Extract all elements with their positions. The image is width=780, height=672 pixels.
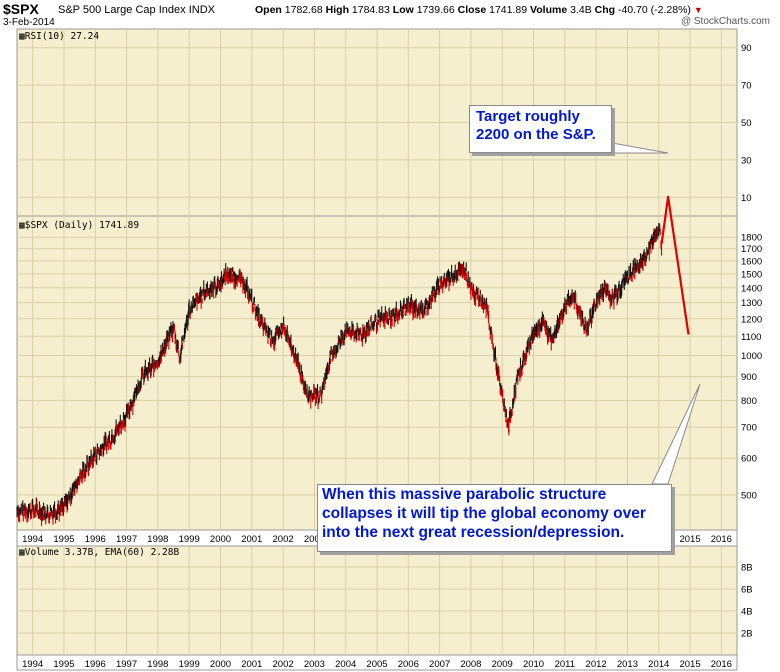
price-icon: ▦ [19,220,25,231]
x-tick-label: 1999 [179,659,200,670]
price-tick-label: 1600 [741,256,762,267]
x-tick-label: 1995 [53,534,74,545]
open-label: Open [255,4,282,16]
x-tick-label: 1994 [22,659,43,670]
x-tick-label: 2000 [210,534,231,545]
x-tick-label: 2015 [679,659,700,670]
volume-tick-label: 6B [741,585,753,596]
x-tick-label: 2009 [492,659,513,670]
volume-tick-label: 2B [741,629,753,640]
x-tick-label: 1998 [147,659,168,670]
rsi-tick-label: 90 [741,43,752,54]
x-tick-label: 2005 [366,659,387,670]
price-tick-label: 1000 [741,351,762,362]
x-tick-label: 2007 [429,659,450,670]
high-value: 1784.83 [351,4,390,16]
ohlc-readout: Open 1782.68 High 1784.83 Low 1739.66 Cl… [255,4,703,16]
x-tick-label: 2000 [210,659,231,670]
warning-callout: When this massive parabolic structure co… [317,484,672,552]
x-tick-label: 2010 [523,659,544,670]
down-triangle-icon: ▼ [693,5,703,15]
x-tick-label: 2011 [555,659,575,670]
target-callout: Target roughly 2200 on the S&P. [469,105,612,153]
price-tick-label: 1800 [741,233,762,244]
x-tick-label: 2001 [241,659,262,670]
x-tick-label: 2004 [335,659,356,670]
price-panel-label: ▦$SPX (Daily) 1741.89 [19,220,140,231]
x-tick-label: 2014 [648,659,669,670]
volume-icon: ▦ [19,547,25,558]
rsi-tick-label: 50 [741,118,752,129]
rsi-tick-label: 10 [741,193,752,204]
x-tick-label: 1996 [85,534,106,545]
rsi-panel-label: ▦RSI(10) 27.24 [19,31,100,42]
chg-label: Chg [594,4,616,16]
price-tick-label: 1700 [741,244,762,255]
volume-tick-label: 4B [741,607,753,618]
x-tick-label: 1996 [85,659,106,670]
close-value: 1741.89 [489,4,528,16]
chart-header: $SPX S&P 500 Large Cap Index INDX 3-Feb-… [0,0,780,28]
chart-date: 3-Feb-2014 [3,17,55,28]
x-tick-label: 2002 [273,659,294,670]
x-tick-label: 2012 [586,659,607,670]
high-label: High [325,4,349,16]
x-tick-label: 2016 [711,659,732,670]
volume-panel-label: ▦Volume 3.37B, EMA(60) 2.28B [19,547,180,558]
rsi-icon: ▦ [19,31,25,42]
x-tick-label: 2001 [241,534,262,545]
volume-value: 3.4B [570,4,592,16]
x-tick-label: 2008 [460,659,481,670]
ticker-symbol: $SPX [3,1,39,17]
close-label: Close [457,4,487,16]
price-tick-label: 1100 [741,332,761,343]
x-tick-label: 2003 [304,534,325,545]
x-tick-label: 2002 [273,534,294,545]
low-label: Low [392,4,414,16]
open-value: 1782.68 [284,4,323,16]
brand-watermark: @ StockCharts.com [680,16,770,27]
price-tick-label: 600 [741,454,757,465]
rsi-tick-label: 70 [741,81,752,92]
x-tick-label: 2003 [304,659,325,670]
rsi-tick-label: 30 [741,155,752,166]
chg-value: -40.70 (-2.28%) [617,4,691,16]
volume-tick-label: 8B [741,563,753,574]
price-tick-label: 500 [741,490,757,501]
x-tick-label: 1999 [179,534,200,545]
x-tick-label: 1997 [116,659,137,670]
volume-label: Volume [530,4,568,16]
x-tick-label: 2016 [711,534,732,545]
target-callout-pointer [611,142,669,154]
price-tick-label: 900 [741,372,757,383]
price-tick-label: 800 [741,396,757,407]
price-tick-label: 1200 [741,314,762,325]
x-tick-label: 2013 [617,659,638,670]
x-tick-label: 2006 [398,659,419,670]
x-tick-label: 2015 [679,534,700,545]
x-tick-label: 1998 [147,534,168,545]
price-tick-label: 700 [741,423,757,434]
x-tick-label: 1994 [22,534,43,545]
x-tick-label: 1997 [116,534,137,545]
price-tick-label: 1400 [741,283,762,294]
price-tick-label: 1300 [741,298,762,309]
price-tick-label: 1500 [741,269,762,280]
low-value: 1739.66 [416,4,455,16]
x-tick-label: 1995 [53,659,74,670]
index-name: S&P 500 Large Cap Index [58,4,186,16]
exchange-name: INDX [188,4,215,16]
projection-line [660,195,690,335]
ticker-name: S&P 500 Large Cap Index INDX [58,4,215,16]
